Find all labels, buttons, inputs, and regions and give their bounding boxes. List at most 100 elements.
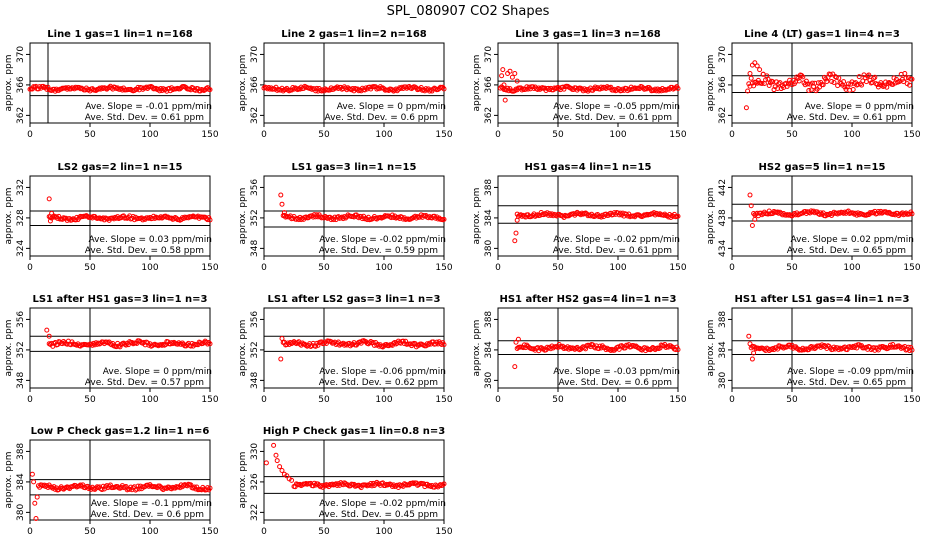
std-annotation: Ave. Std. Dev. = 0.57 ppm [85,378,204,388]
data-point [278,356,284,362]
data-point [370,340,376,346]
data-point [343,481,349,487]
data-point [596,346,602,352]
data-point [502,97,508,103]
plot-frame [497,175,679,257]
data-point [77,482,83,488]
data-point [749,356,755,362]
data-point [179,340,185,346]
plot-frame [731,42,913,124]
plot-frame [29,307,211,389]
data-point [829,78,835,84]
data-point [800,74,806,80]
chart-panel: LS1 after HS1 gas=3 lin=1 n=3 0 50 100 150 34… [4,294,219,405]
x-tick-label: 150 [669,263,686,273]
y-axis-label: approx. ppm [238,452,248,509]
data-point [40,83,46,89]
x-tick-label: 0 [729,130,735,140]
data-point [747,192,753,198]
x-tick-label: 50 [552,395,564,405]
data-point [389,212,395,218]
data-point [49,484,55,490]
data-point [856,342,862,348]
data-point [441,342,447,348]
data-point [907,82,913,88]
data-point [207,217,213,223]
chart-panel: HS1 after LS1 gas=4 lin=1 n=3 0 50 100 150 38… [706,294,921,405]
x-tick-label: 0 [261,395,267,405]
y-tick-label: 332 [16,179,26,196]
y-tick-label: 324 [16,240,26,257]
data-point [33,515,39,521]
data-point [901,79,907,85]
y-tick-label: 384 [484,341,494,358]
x-tick-label: 0 [27,527,33,537]
data-point [512,70,518,76]
std-annotation: Ave. Std. Dev. = 0.58 ppm [85,246,204,256]
data-point [343,215,349,221]
data-point [795,76,801,82]
x-tick-label: 100 [141,130,158,140]
data-point [759,80,765,86]
slope-annotation: Ave. Slope = 0 ppm/min [103,367,212,377]
data-point [278,192,284,198]
x-tick-label: 50 [318,130,330,140]
data-point [766,348,772,354]
data-point [513,339,519,345]
data-point [841,79,847,85]
y-tick-label: 326 [250,473,260,490]
panel-title: HS1 after LS1 gas=4 lin=1 n=3 [734,294,909,305]
data-point [789,82,795,88]
data-point [908,344,914,350]
data-point [423,86,429,92]
x-tick-label: 100 [609,130,626,140]
data-point [845,81,851,87]
x-tick-label: 150 [669,395,686,405]
x-tick-label: 0 [27,395,33,405]
y-axis-label: approx. ppm [4,452,14,509]
x-tick-label: 100 [141,395,158,405]
y-tick-label: 384 [484,209,494,226]
data-point [545,345,551,351]
y-tick-label: 388 [718,311,728,328]
x-tick-label: 100 [609,395,626,405]
std-annotation: Ave. Std. Dev. = 0.61 ppm [553,113,672,123]
data-point [748,75,754,81]
data-point [827,72,833,78]
data-point [805,81,811,87]
data-point [505,85,511,91]
data-point [331,86,337,92]
std-annotation: Ave. Std. Dev. = 0.65 ppm [787,378,906,388]
data-point [499,73,505,79]
slope-annotation: Ave. Slope = -0.02 ppm/min [319,499,446,509]
plot-frame [497,42,679,124]
data-point [46,196,52,202]
x-tick-label: 50 [786,263,798,273]
y-axis-label: approx. ppm [238,55,248,112]
data-point [31,479,37,485]
data-point [374,86,380,92]
data-point [51,213,57,219]
data-point [394,88,400,94]
y-tick-label: 348 [250,372,260,389]
data-point [796,78,802,84]
data-point [859,82,865,88]
y-tick-label: 366 [16,76,26,93]
data-point [513,230,519,236]
y-axis-label: approx. ppm [238,188,248,245]
data-point [743,105,749,111]
data-point [315,342,321,348]
data-point [844,347,850,353]
y-tick-label: 388 [484,179,494,196]
y-tick-label: 366 [250,76,260,93]
data-point [673,85,679,91]
data-point [803,78,809,84]
data-point [807,81,813,87]
plot-frame [263,175,445,257]
data-point [673,347,679,353]
data-point [135,483,141,489]
x-tick-label: 150 [903,395,920,405]
y-tick-label: 348 [16,372,26,389]
x-tick-label: 50 [84,527,96,537]
slope-annotation: Ave. Slope = -0.05 ppm/min [553,102,680,112]
